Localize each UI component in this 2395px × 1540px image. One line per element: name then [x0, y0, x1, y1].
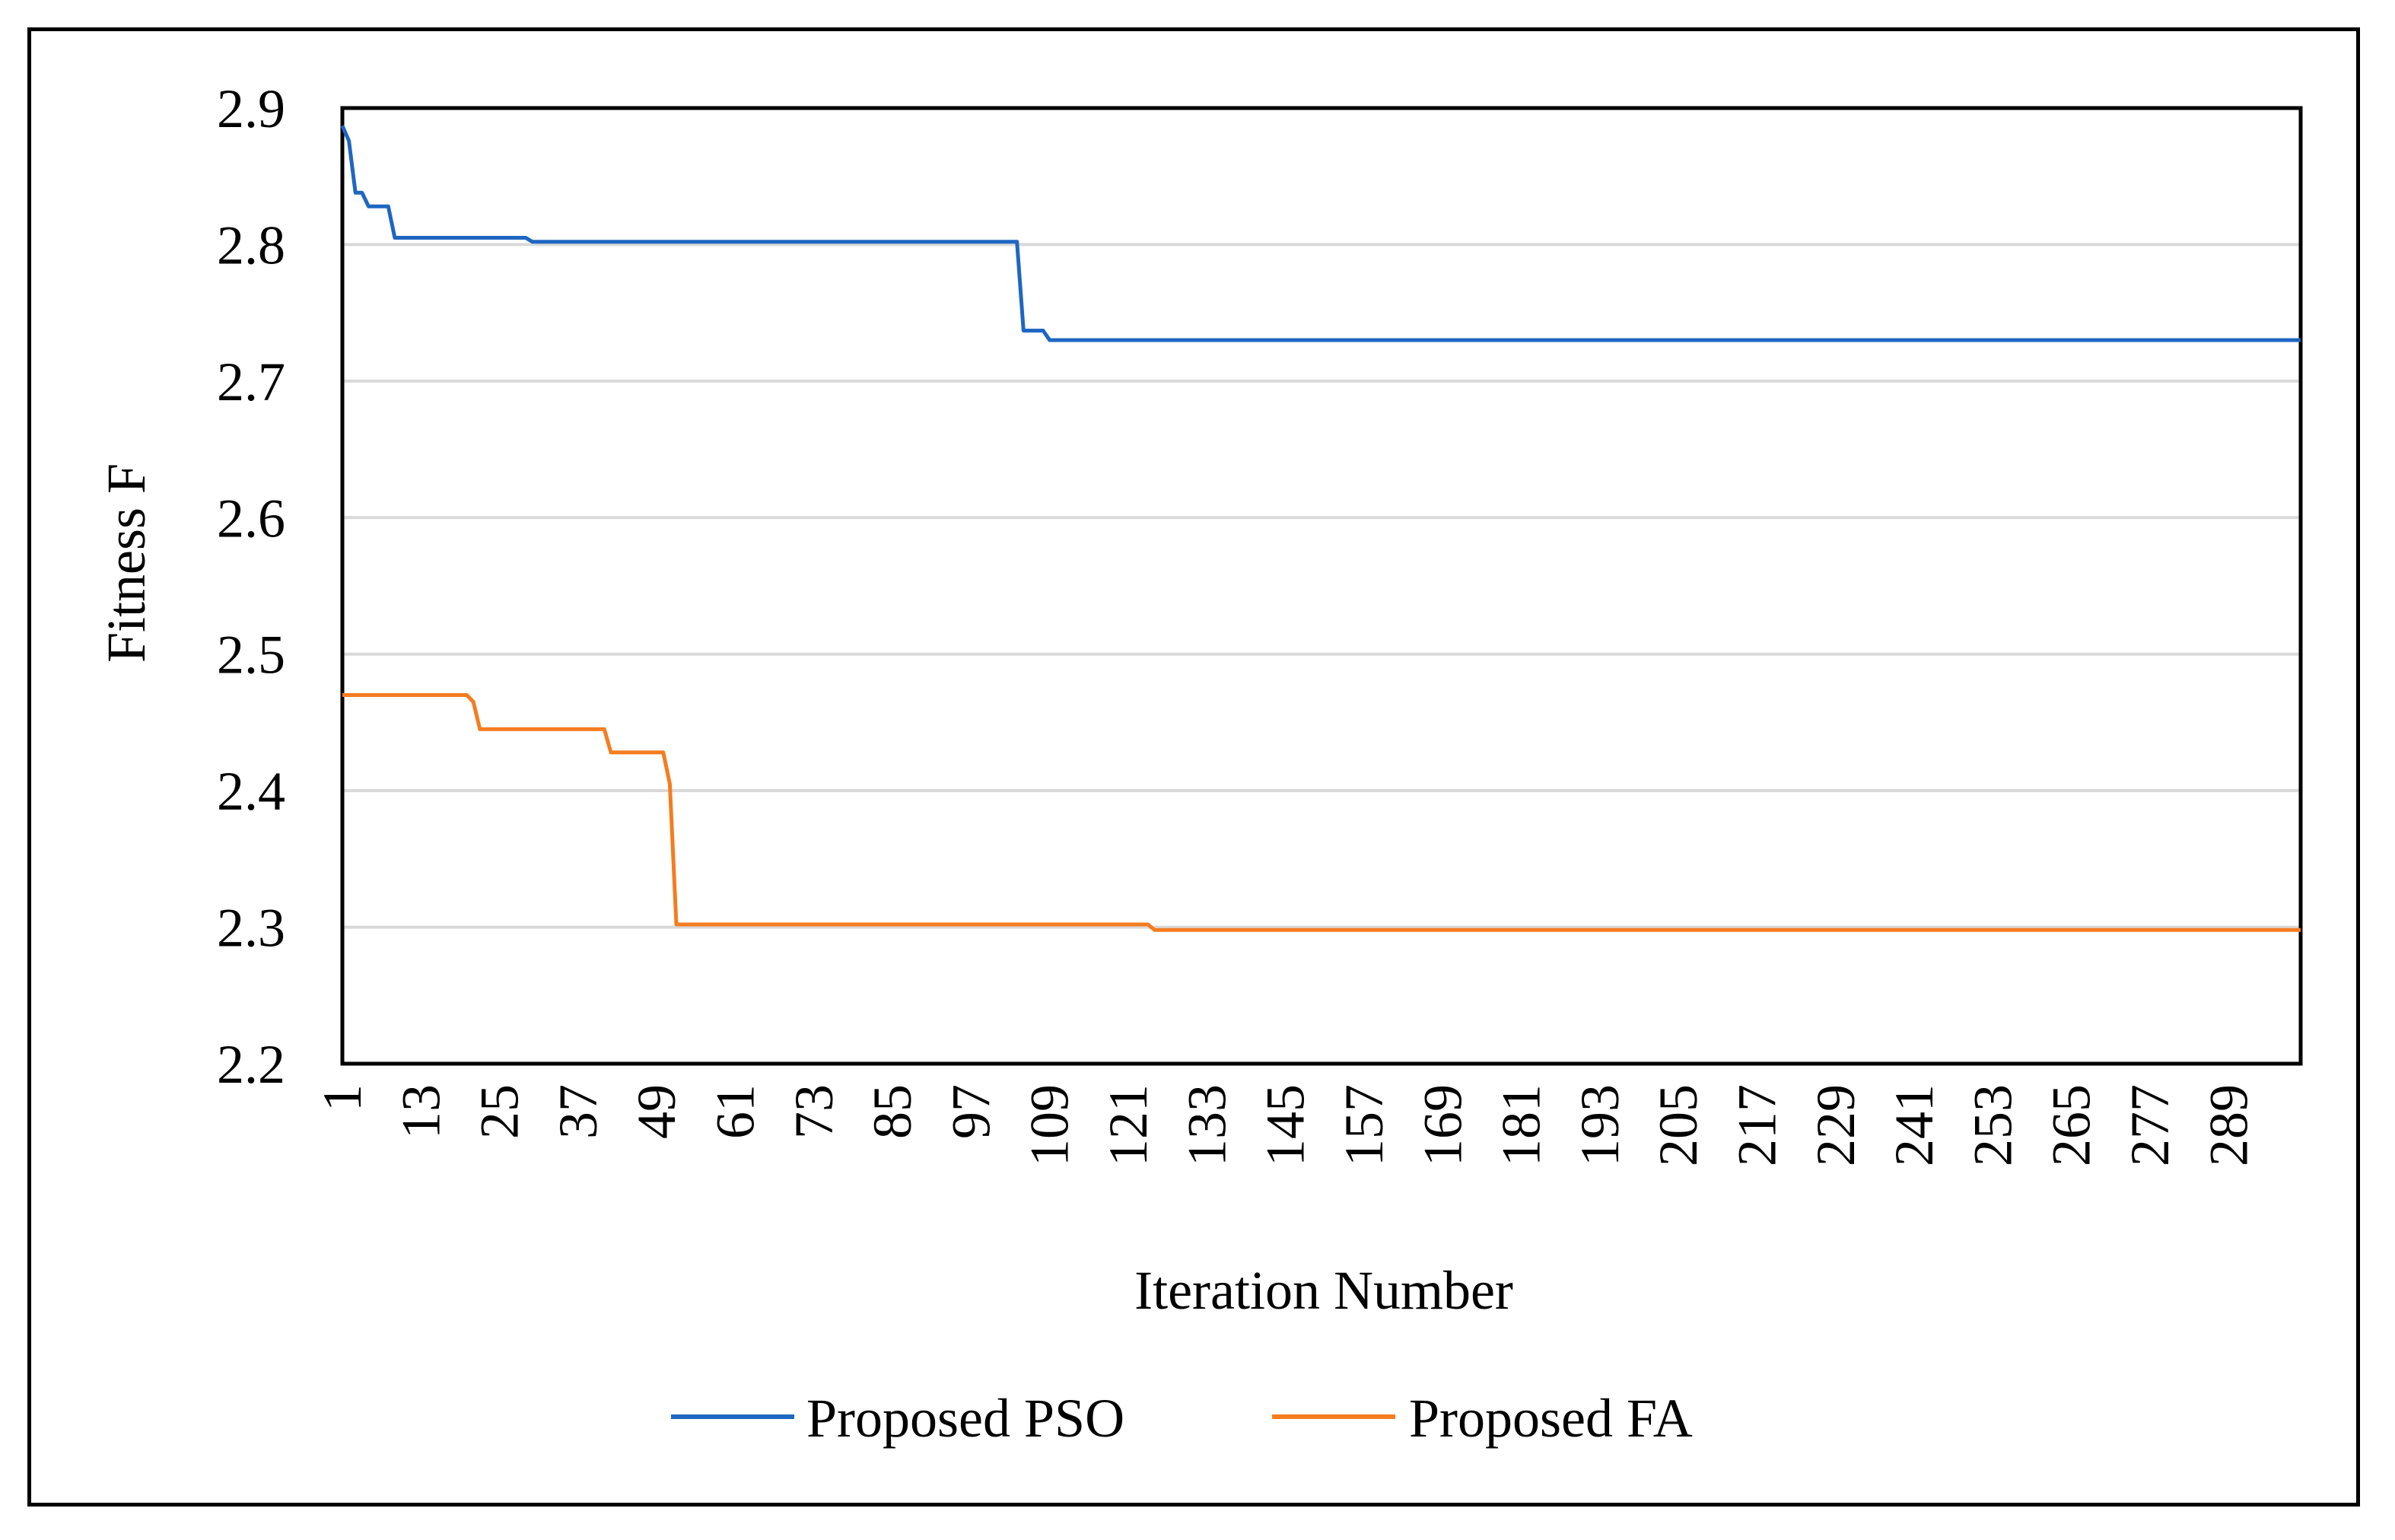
- y-tick-label: 2.6: [217, 488, 285, 549]
- x-tick-label: 97: [940, 1084, 1001, 1139]
- x-tick-label: 133: [1176, 1084, 1237, 1166]
- x-tick-label: 253: [1962, 1084, 2023, 1166]
- plot-area: [340, 106, 2303, 1066]
- x-tick-label: 109: [1019, 1084, 1080, 1166]
- y-tick-label: 2.4: [217, 761, 285, 822]
- x-tick-label: 181: [1491, 1084, 1552, 1166]
- series-line-proposed-fa: [342, 693, 2301, 932]
- x-tick-label: 265: [2041, 1084, 2102, 1166]
- x-tick-label: 13: [390, 1084, 451, 1139]
- y-tick-label: 2.2: [217, 1034, 285, 1095]
- legend: Proposed PSO Proposed FA: [671, 1388, 1693, 1449]
- x-tick-label: 241: [1884, 1084, 1945, 1166]
- x-tick-label: 25: [469, 1084, 530, 1139]
- series-line-proposed-pso: [340, 125, 2301, 342]
- y-tick-label: 2.7: [217, 352, 285, 412]
- x-tick-label: 229: [1805, 1084, 1866, 1166]
- x-tick-label: 145: [1255, 1084, 1316, 1166]
- x-tick-label: 277: [2120, 1084, 2180, 1166]
- series-lines: [340, 125, 2301, 932]
- y-tick-label: 2.5: [217, 625, 285, 686]
- x-tick-label: 217: [1726, 1084, 1787, 1166]
- x-tick-label: 193: [1570, 1084, 1630, 1166]
- x-tick-label: 205: [1648, 1084, 1709, 1166]
- x-tick-label: 1: [312, 1084, 373, 1112]
- x-tick-label: 121: [1098, 1084, 1159, 1166]
- x-tick-label: 37: [548, 1084, 609, 1139]
- x-tick-label: 73: [784, 1084, 844, 1139]
- y-axis-title: Fitness F: [96, 463, 157, 663]
- legend-label: Proposed FA: [1409, 1388, 1693, 1449]
- x-tick-label: 289: [2198, 1084, 2259, 1166]
- x-tick-label: 157: [1334, 1084, 1395, 1166]
- y-tick-label: 2.9: [217, 78, 285, 139]
- chart-frame: [27, 27, 2360, 1507]
- y-axis-tick-labels: 2.9 2.8 2.7 2.6 2.5 2.4 2.3 2.2: [217, 78, 285, 1095]
- y-tick-label: 2.3: [217, 898, 285, 959]
- legend-label: Proposed PSO: [806, 1388, 1124, 1449]
- x-tick-label: 169: [1412, 1084, 1473, 1166]
- y-tick-label: 2.8: [217, 215, 285, 275]
- gridlines: [342, 243, 2301, 929]
- x-tick-label: 49: [626, 1084, 687, 1139]
- x-tick-label: 61: [705, 1084, 766, 1139]
- x-tick-label: 85: [862, 1084, 923, 1139]
- x-axis-tick-labels: 1 13 25 37 49 61 73 85 97 109 121 133 145 157 169 181 19…: [312, 1084, 2259, 1166]
- x-axis-title: Iteration Number: [1134, 1260, 1513, 1321]
